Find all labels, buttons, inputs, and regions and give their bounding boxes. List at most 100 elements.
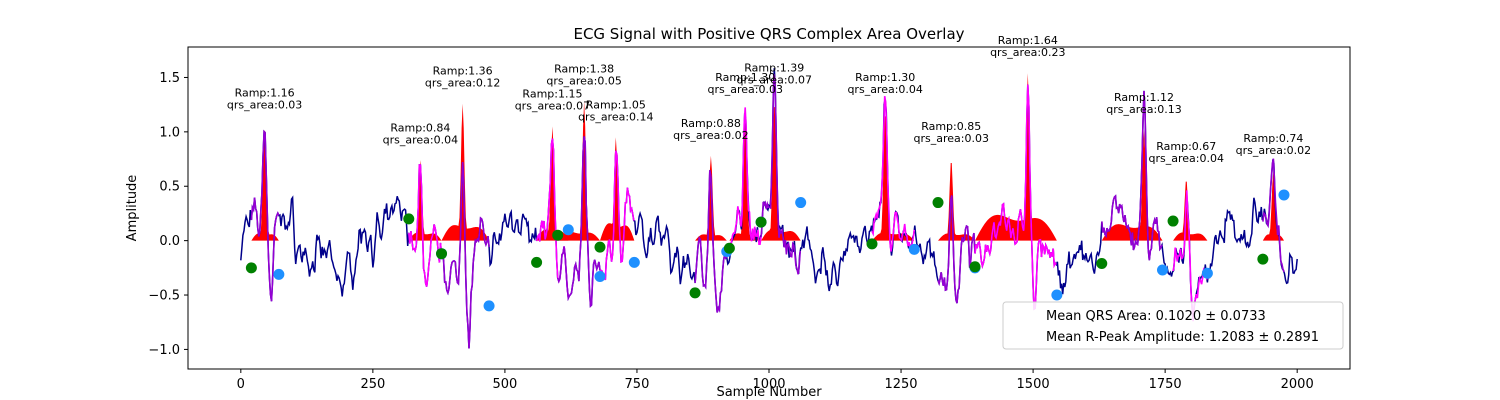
q-point-marker [932, 197, 944, 209]
annotation-ramp: Ramp:1.05 [586, 98, 646, 111]
qrs-segment-line [440, 161, 490, 349]
y-tick-label: 1.0 [159, 125, 180, 140]
q-point-marker [1096, 257, 1108, 269]
qrs-area-fill [599, 137, 635, 241]
annotation-qrs-area: qrs_area:0.07 [515, 100, 590, 113]
annotation-qrs-area: qrs_area:0.13 [1106, 103, 1181, 116]
annotation-qrs-area: qrs_area:0.02 [1236, 144, 1311, 157]
y-tick-label: 1.5 [159, 71, 180, 86]
s-point-marker [628, 256, 640, 268]
qrs-segment-line [556, 136, 601, 308]
q-point-marker [866, 238, 878, 250]
qrs-segment-line [1172, 190, 1208, 322]
annotation-ramp: Ramp:1.30 [715, 71, 775, 84]
s-point-marker [1051, 289, 1063, 301]
annotation-qrs-area: qrs_area:0.04 [383, 133, 458, 146]
annotation-ramp: Ramp:1.64 [998, 34, 1058, 47]
qrs-segment-line [250, 129, 280, 302]
qrs-area-fill [761, 107, 801, 241]
x-tick-label: 0 [237, 377, 245, 392]
x-tick-label: 1250 [884, 377, 917, 392]
annotation-ramp: Ramp:0.85 [921, 120, 981, 133]
s-point-marker [562, 224, 574, 236]
chart-title: ECG Signal with Positive QRS Complex Are… [573, 25, 964, 43]
qrs-segment-line [871, 95, 916, 252]
q-point-marker [689, 287, 701, 299]
x-tick-label: 500 [492, 377, 517, 392]
q-point-marker [531, 256, 543, 268]
qrs-segment-line [1101, 90, 1163, 261]
qrs-segment-line [728, 107, 762, 251]
annotation-qrs-area: qrs_area:0.03 [707, 83, 782, 96]
y-tick-label: −0.5 [148, 289, 180, 304]
q-point-marker [594, 241, 606, 253]
annotation-ramp: Ramp:0.84 [390, 121, 450, 134]
plot-content [240, 68, 1298, 349]
annotation-ramp: Ramp:1.15 [522, 88, 582, 101]
annotation-ramp: Ramp:1.12 [1114, 91, 1174, 104]
qrs-segment-line [937, 195, 976, 304]
qrs-segment-line [1262, 158, 1285, 273]
annotation-qrs-area: qrs_area:0.05 [546, 75, 621, 88]
qrs-area-fill [1262, 171, 1284, 241]
qrs-segment-line [974, 84, 1057, 311]
q-point-marker [403, 213, 415, 225]
s-point-marker [1201, 267, 1213, 279]
qrs-area-fill [441, 103, 490, 241]
annotation-qrs-area: qrs_area:0.12 [425, 77, 500, 90]
legend-box [1002, 301, 1344, 350]
y-axis-title: Amplitude [125, 175, 140, 242]
q-point-marker [1257, 253, 1269, 265]
annotation-qrs-area: qrs_area:0.02 [673, 129, 748, 142]
qrs-area-fill [536, 126, 569, 241]
x-tick-label: 750 [625, 377, 650, 392]
annotation-ramp: Ramp:1.16 [235, 86, 295, 99]
x-tick-label: 2000 [1281, 377, 1314, 392]
qrs-area-fill [408, 160, 442, 241]
qrs-area-fill [695, 155, 727, 241]
annotation-qrs-area: qrs_area:0.04 [847, 83, 922, 96]
annotation-ramp: Ramp:0.74 [1243, 132, 1303, 145]
legend-entry-r-peak: Mean R-Peak Amplitude: 1.2083 ± 0.2891 [1046, 330, 1319, 345]
qrs-area-fill [974, 73, 1057, 241]
s-point-marker [795, 197, 807, 209]
q-point-marker [969, 261, 981, 273]
q-point-marker [552, 229, 564, 241]
qrs-area-fill [251, 130, 279, 241]
annotation-qrs-area: qrs_area:0.07 [737, 73, 812, 86]
x-tick-label: 1750 [1149, 377, 1182, 392]
annotation-ramp: Ramp:1.39 [744, 61, 804, 74]
annotation-ramp: Ramp:1.38 [554, 63, 614, 76]
annotation-qrs-area: qrs_area:0.04 [1149, 152, 1224, 165]
q-point-marker [1167, 215, 1179, 227]
x-axis-title: Sample Number [716, 385, 822, 400]
qrs-segment-line [599, 150, 635, 281]
qrs-segment-line [408, 164, 443, 287]
s-point-marker [273, 268, 285, 280]
s-point-marker [594, 271, 606, 283]
annotation-ramp: Ramp:1.36 [433, 65, 493, 78]
x-tick-label: 1500 [1017, 377, 1050, 392]
q-point-marker [436, 248, 448, 260]
qrs-segment-line [760, 74, 801, 275]
x-tick-label: 1000 [752, 377, 785, 392]
qrs-area-fill [729, 110, 762, 241]
plot-area: Ramp:1.16qrs_area:0.03Ramp:0.84qrs_area:… [227, 34, 1311, 349]
annotation-ramp: Ramp:0.88 [681, 117, 741, 130]
annotation-qrs-area: qrs_area:0.23 [990, 46, 1065, 59]
s-point-marker [908, 243, 920, 255]
y-axis: −1.0 −0.5 0.0 0.5 1.0 1.5 [148, 71, 188, 358]
x-tick-label: 250 [360, 377, 385, 392]
y-tick-label: 0.0 [159, 234, 180, 249]
legend: Mean QRS Area: 0.1020 ± 0.0733 Mean R-Pe… [1002, 301, 1344, 350]
annotation-qrs-area: qrs_area:0.03 [227, 98, 302, 111]
s-point-marker [483, 300, 495, 312]
annotation-qrs-area: qrs_area:0.03 [913, 132, 988, 145]
legend-entry-qrs-area: Mean QRS Area: 0.1020 ± 0.0733 [1046, 309, 1266, 324]
annotation-qrs-area: qrs_area:0.14 [578, 110, 653, 123]
qrs-area-fill [938, 162, 975, 241]
s-point-marker [1278, 189, 1290, 201]
s-point-marker [1156, 264, 1168, 276]
